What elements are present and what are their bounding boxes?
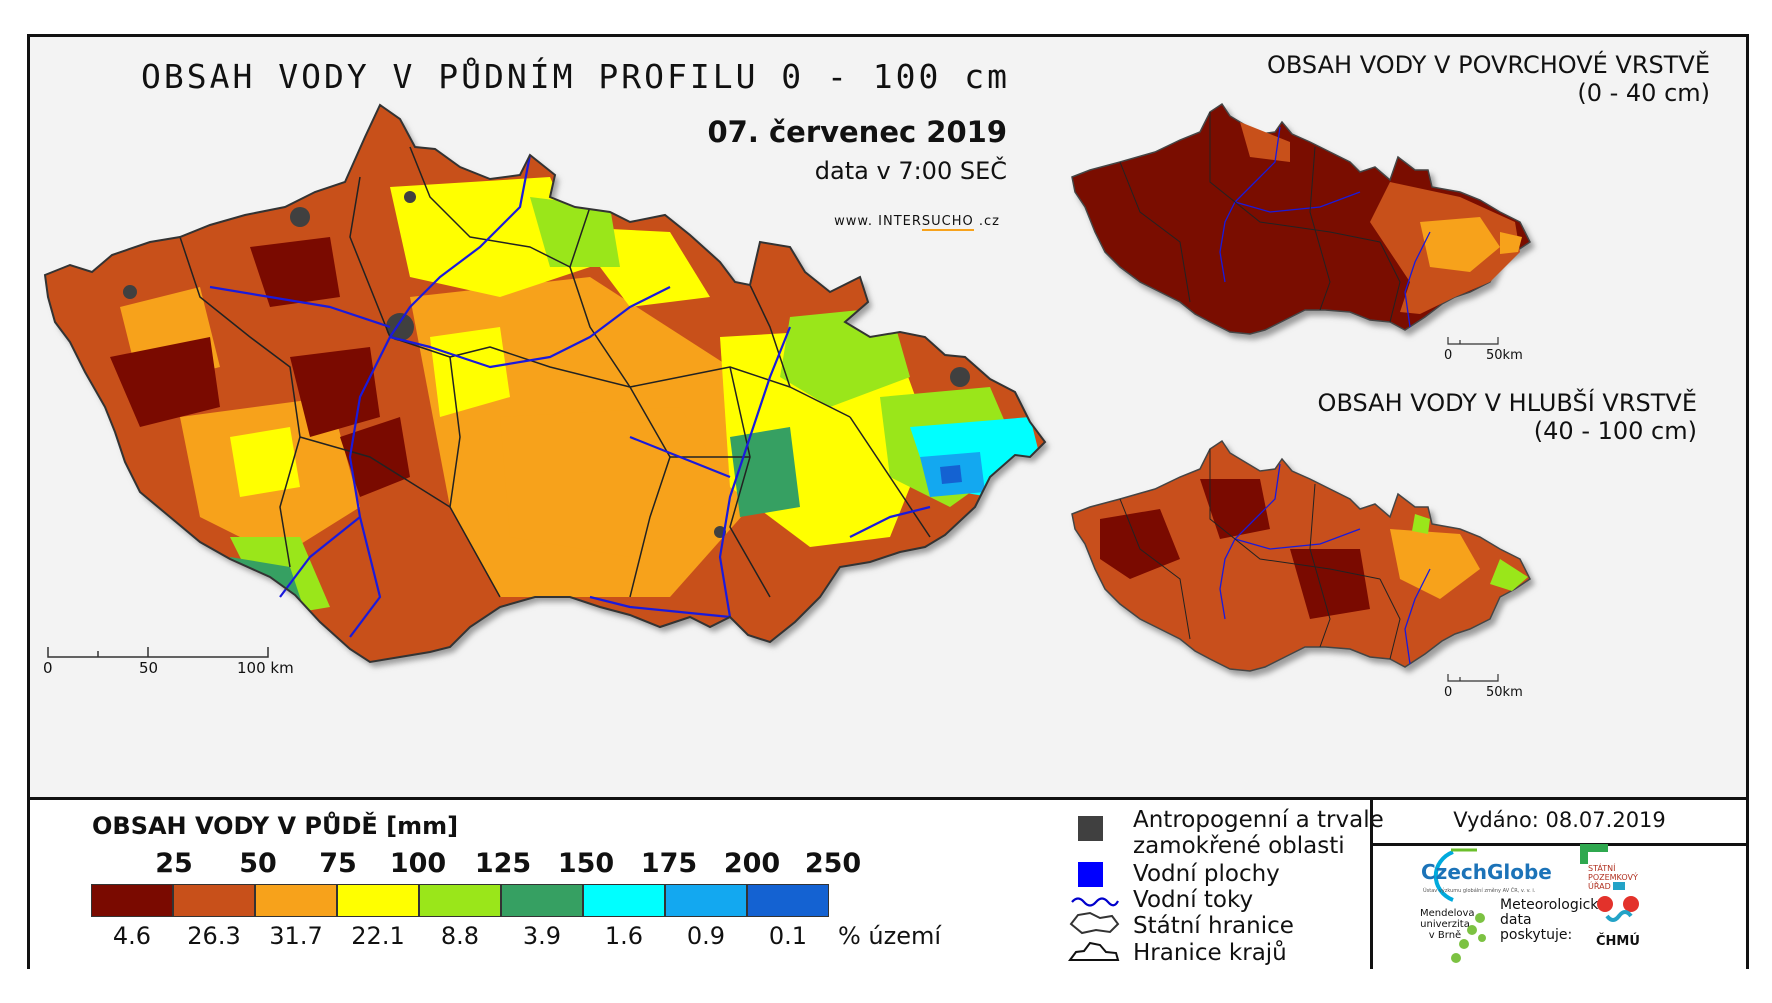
spu-line2: POZEMKOVÝ [1588, 873, 1638, 882]
main-scale-hundred: 100 km [237, 659, 294, 677]
percent-6: 3.9 [522, 922, 562, 950]
inset-bottom-scale-end: 50km [1486, 685, 1523, 700]
czechglobe-arc-icon [1433, 848, 1477, 902]
spu-line1: STÁTNÍ [1588, 864, 1616, 873]
anthropogenic-label: Antropogenní a trvale zamokřené oblasti [1133, 807, 1384, 859]
class-break-100: 100 [389, 848, 447, 879]
anthropogenic-label-line1: Antropogenní a trvale [1133, 807, 1384, 833]
state-border [43, 103, 1047, 664]
percent-2: 26.3 [187, 922, 241, 950]
inset-top-scale-end: 50km [1486, 348, 1523, 363]
legend-divider [1370, 800, 1373, 969]
mendel-line3: v Brně [1428, 930, 1462, 941]
water-bodies-swatch [1078, 862, 1103, 887]
class-break-200: 200 [723, 848, 781, 879]
class-break-25: 25 [155, 848, 193, 879]
swatch-3 [255, 884, 337, 917]
region-border-symbol [1068, 941, 1120, 961]
region-borders [179, 146, 931, 598]
inset-top-title-line2: (0 - 40 cm) [1577, 79, 1710, 107]
inset-bottom-map [1071, 439, 1531, 682]
percent-7: 1.6 [604, 922, 644, 950]
percent-unit: % území [838, 922, 942, 950]
spu-line3: ÚŘAD [1588, 882, 1611, 891]
mendel-line1: Mendelova [1420, 908, 1475, 919]
mendel-logo: Mendelova univerzita v Brně [1420, 908, 1500, 966]
swatch-7 [583, 884, 665, 917]
main-scale-zero: 0 [43, 659, 53, 677]
main-scale-bar [47, 647, 269, 658]
rivers [209, 154, 931, 638]
mendel-line2: univerzita [1420, 919, 1470, 930]
swatch-1 [91, 884, 173, 917]
class-break-175: 175 [640, 848, 698, 879]
state-border-label: Státní hranice [1133, 913, 1294, 939]
swatch-8 [665, 884, 747, 917]
class-break-50: 50 [239, 848, 277, 879]
chmu-mark-icon [1597, 882, 1639, 922]
swatch-9 [747, 884, 829, 917]
percent-3: 31.7 [269, 922, 323, 950]
legend-panel: OBSAH VODY V PŮDĚ [mm] 25 50 75 100 125 … [30, 797, 1746, 969]
meteo-line3: poskytuje: [1500, 927, 1573, 943]
czechglobe-subtitle: Ústav výzkumu globální změny AV ČR, v. v… [1423, 888, 1536, 894]
chmu-name: ČHMÚ [1596, 934, 1640, 949]
czechglobe-name: CzechGlobe [1421, 860, 1552, 884]
swatch-4 [337, 884, 419, 917]
percent-8: 0.9 [686, 922, 726, 950]
rivers-symbol [1071, 897, 1119, 907]
inset-bottom-title-line2: (40 - 100 cm) [1533, 417, 1697, 445]
swatch-5 [419, 884, 501, 917]
map-frame: OBSAH VODY V PŮDNÍM PROFILU 0 - 100 cm 0… [27, 34, 1749, 969]
inset-top-title-line1: OBSAH VODY V POVRCHOVÉ VRSTVĚ [1267, 51, 1710, 79]
percent-1: 4.6 [112, 922, 152, 950]
percent-5: 8.8 [440, 922, 480, 950]
percent-9: 0.1 [768, 922, 808, 950]
main-title: OBSAH VODY V PŮDNÍM PROFILU 0 - 100 cm [141, 57, 1010, 96]
rivers-label: Vodní toky [1133, 887, 1254, 913]
chmu-logo: Meteorologická data poskytuje: ČHMÚ [1500, 882, 1640, 966]
spu-mark-icon [1580, 844, 1608, 864]
main-map [43, 103, 1047, 664]
swatch-2 [173, 884, 255, 917]
spu-logo: STÁTNÍ POZEMKOVÝ ÚŘAD [1580, 844, 1650, 904]
web-link[interactable]: www. INTERSUCHO .cz [30, 214, 1000, 231]
inset-bottom-scale-zero: 0 [1444, 685, 1453, 700]
meteo-line2: data [1500, 912, 1532, 928]
swatch-6 [501, 884, 583, 917]
anthropogenic-label-line2: zamokřené oblasti [1133, 833, 1345, 859]
main-scale-fifty: 50 [139, 659, 159, 677]
map-panel: OBSAH VODY V PŮDNÍM PROFILU 0 - 100 cm 0… [30, 37, 1746, 797]
water-bodies-label: Vodní plochy [1133, 861, 1280, 887]
soil-water-raster [45, 105, 1045, 662]
percent-4: 22.1 [351, 922, 405, 950]
web-suffix: .cz [978, 214, 1000, 229]
main-date: 07. červenec 2019 [707, 115, 1007, 149]
class-break-250: 250 [804, 848, 862, 879]
web-name-b: SUCHO [921, 214, 974, 231]
anthropogenic-swatch [1078, 816, 1103, 841]
legend-title: OBSAH VODY V PŮDĚ [mm] [92, 812, 459, 840]
meteo-line1: Meteorologická [1500, 897, 1607, 913]
class-break-150: 150 [557, 848, 615, 879]
web-prefix: www. [834, 214, 873, 229]
web-name-a: INTER [878, 214, 922, 229]
issued-date: Vydáno: 08.07.2019 [1373, 800, 1746, 846]
inset-bottom-title-line1: OBSAH VODY V HLUBŠÍ VRSTVĚ [1317, 389, 1697, 417]
state-border-symbol [1069, 911, 1120, 935]
mendel-dots-icon [1451, 913, 1486, 963]
czechglobe-logo: CzechGlobe Ústav výzkumu globální změny … [1413, 848, 1563, 904]
region-border-label: Hranice krajů [1133, 940, 1287, 966]
main-time: data v 7:00 SEČ [814, 157, 1007, 185]
class-break-125: 125 [474, 848, 532, 879]
inset-top-map [1071, 102, 1531, 345]
class-break-75: 75 [319, 848, 357, 879]
inset-top-scale-zero: 0 [1444, 348, 1453, 363]
